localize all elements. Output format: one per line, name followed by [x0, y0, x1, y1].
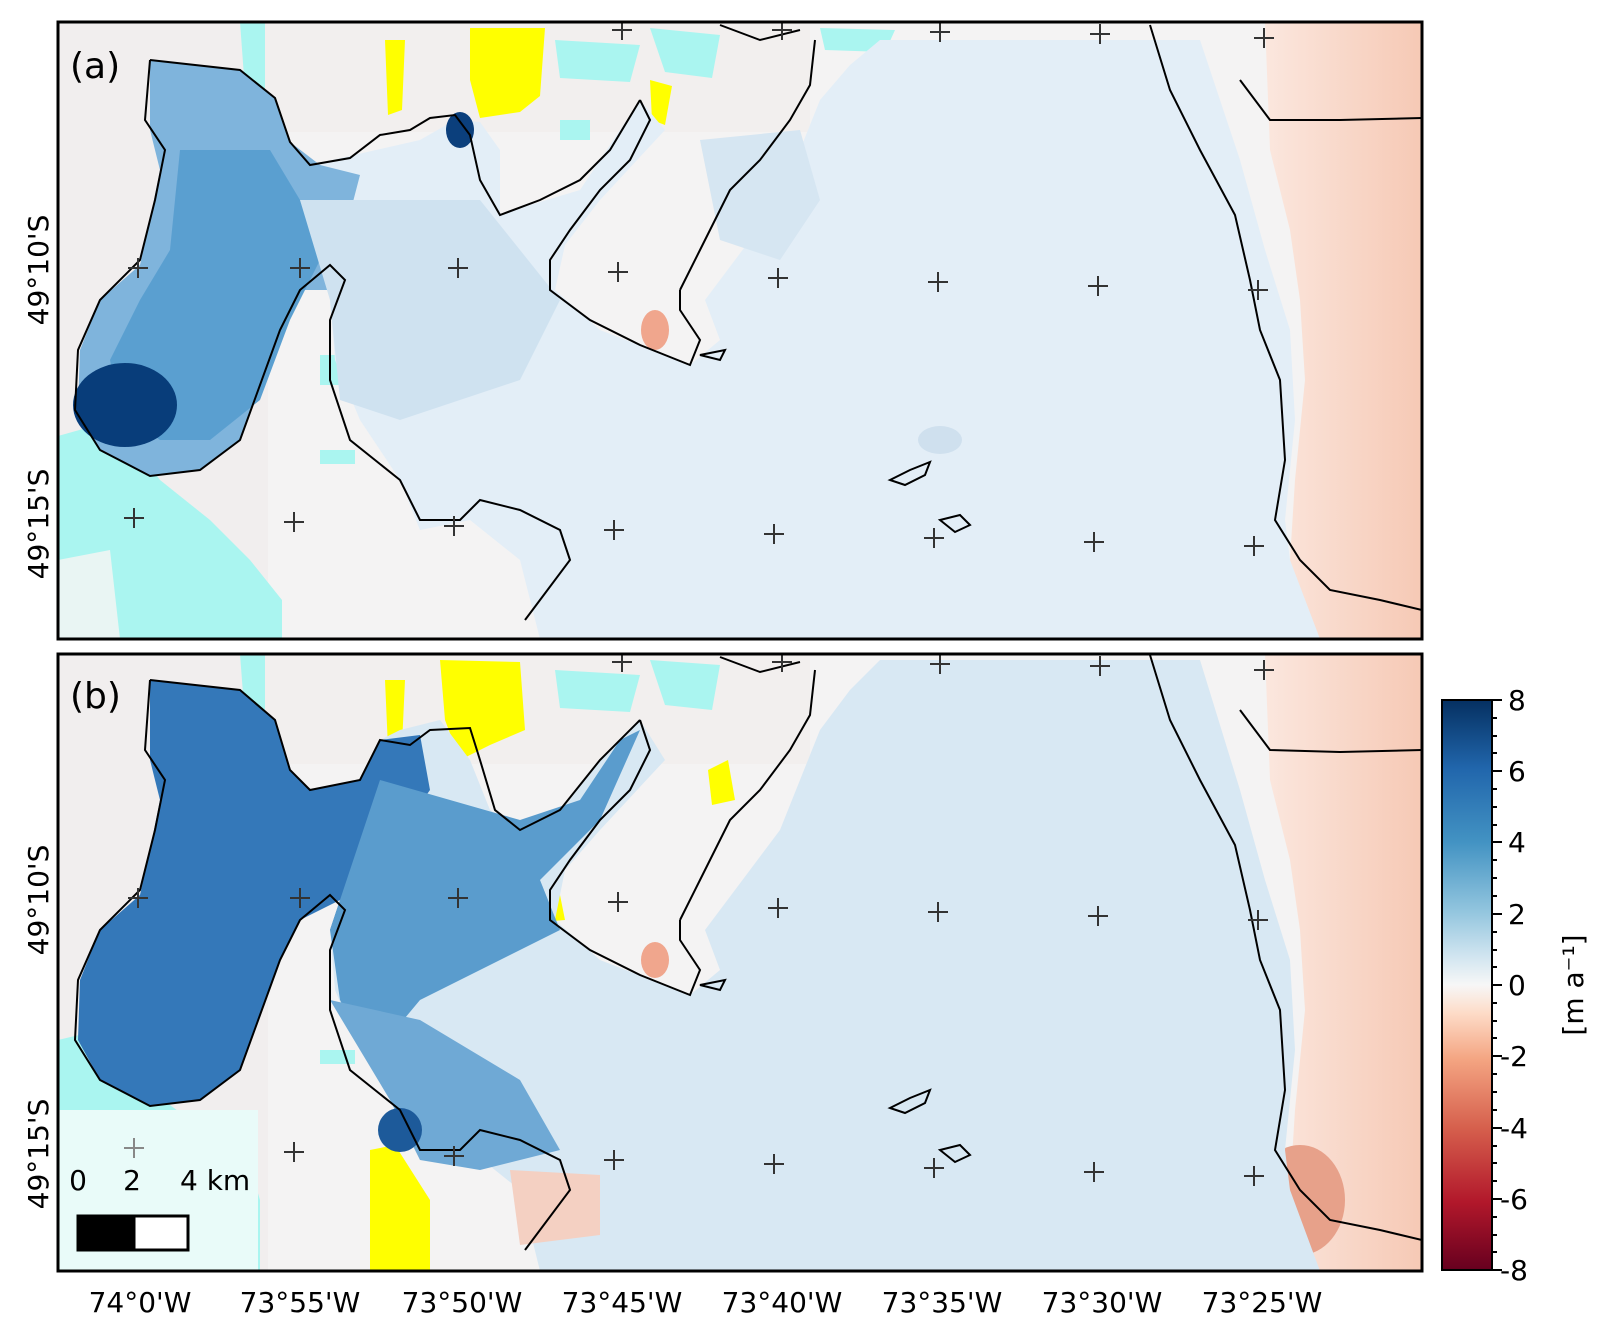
lon-label-5: 73°40'W: [722, 1286, 843, 1319]
colorbar-tick-label: 2: [1508, 898, 1526, 931]
water-mask: [58, 22, 895, 639]
scalebar-segment-black: [76, 1214, 136, 1252]
water-mask: [58, 654, 720, 1271]
panel-b: (b) 49°10'S 49°15'S 0 2 4 km: [22, 652, 1424, 1273]
panel-a-lat-label-1: 49°10'S: [22, 215, 55, 326]
lon-label-2: 73°55'W: [240, 1286, 361, 1319]
lon-label-8: 73°25'W: [1202, 1286, 1323, 1319]
scalebar-label-4km: 4 km: [180, 1164, 250, 1197]
panel-a-label: (a): [70, 46, 120, 87]
lon-label-1: 74°0'W: [89, 1286, 192, 1319]
colorbar-unit-label: [m a⁻¹]: [1557, 934, 1590, 1035]
scalebar-segment-white: [132, 1214, 190, 1252]
colorbar-tick-label: 4: [1508, 826, 1526, 859]
scalebar-label-0: 0: [69, 1164, 87, 1197]
scalebar-label-2: 2: [123, 1164, 141, 1197]
panel-a-lat-label-2: 49°15'S: [22, 469, 55, 580]
colorbar-ticks: [1492, 699, 1502, 1271]
lon-label-3: 73°50'W: [402, 1286, 523, 1319]
lon-label-7: 73°30'W: [1042, 1286, 1163, 1319]
panel-b-lat-label-1: 49°10'S: [22, 845, 55, 956]
colorbar-ramp: [1441, 699, 1493, 1271]
grid-crosses: [124, 654, 1274, 1186]
glacier-surface: [78, 660, 1320, 1271]
east-warm-region: [1265, 654, 1422, 1271]
colorbar-tick-label: 0: [1508, 969, 1526, 1002]
east-warm-region: [1265, 22, 1422, 639]
panel-a: (a) 49°10'S 49°15'S: [22, 20, 1424, 641]
scalebar: 0 2 4 km: [69, 1164, 250, 1252]
panel-b-lat-label-2: 49°15'S: [22, 1099, 55, 1210]
colorbar-tick-label: 8: [1508, 684, 1526, 717]
panel-b-label: (b): [70, 676, 121, 717]
glacier-surface: [73, 40, 1320, 639]
colorbar: 8 6 4 2 0 -2 -4 -6 -8 [m a⁻¹]: [1441, 684, 1590, 1287]
lon-label-4: 73°45'W: [562, 1286, 683, 1319]
colorbar-tick-label: -6: [1500, 1183, 1528, 1216]
colorbar-tick-label: -2: [1500, 1040, 1528, 1073]
divide-outline: [73, 24, 1422, 621]
panel-a-frame: [56, 20, 1424, 641]
grid-crosses: [124, 22, 1274, 556]
panel-b-frame: [56, 652, 1424, 1273]
colorbar-tick-label: 6: [1508, 755, 1526, 788]
lon-axis: 74°0'W 73°55'W 73°50'W 73°45'W 73°40'W 7…: [89, 1286, 1323, 1319]
divide-outline: [73, 654, 1422, 1251]
colorbar-tick-label: -4: [1500, 1112, 1528, 1145]
colorbar-tick-label: -8: [1500, 1254, 1528, 1287]
lon-label-6: 73°35'W: [882, 1286, 1003, 1319]
